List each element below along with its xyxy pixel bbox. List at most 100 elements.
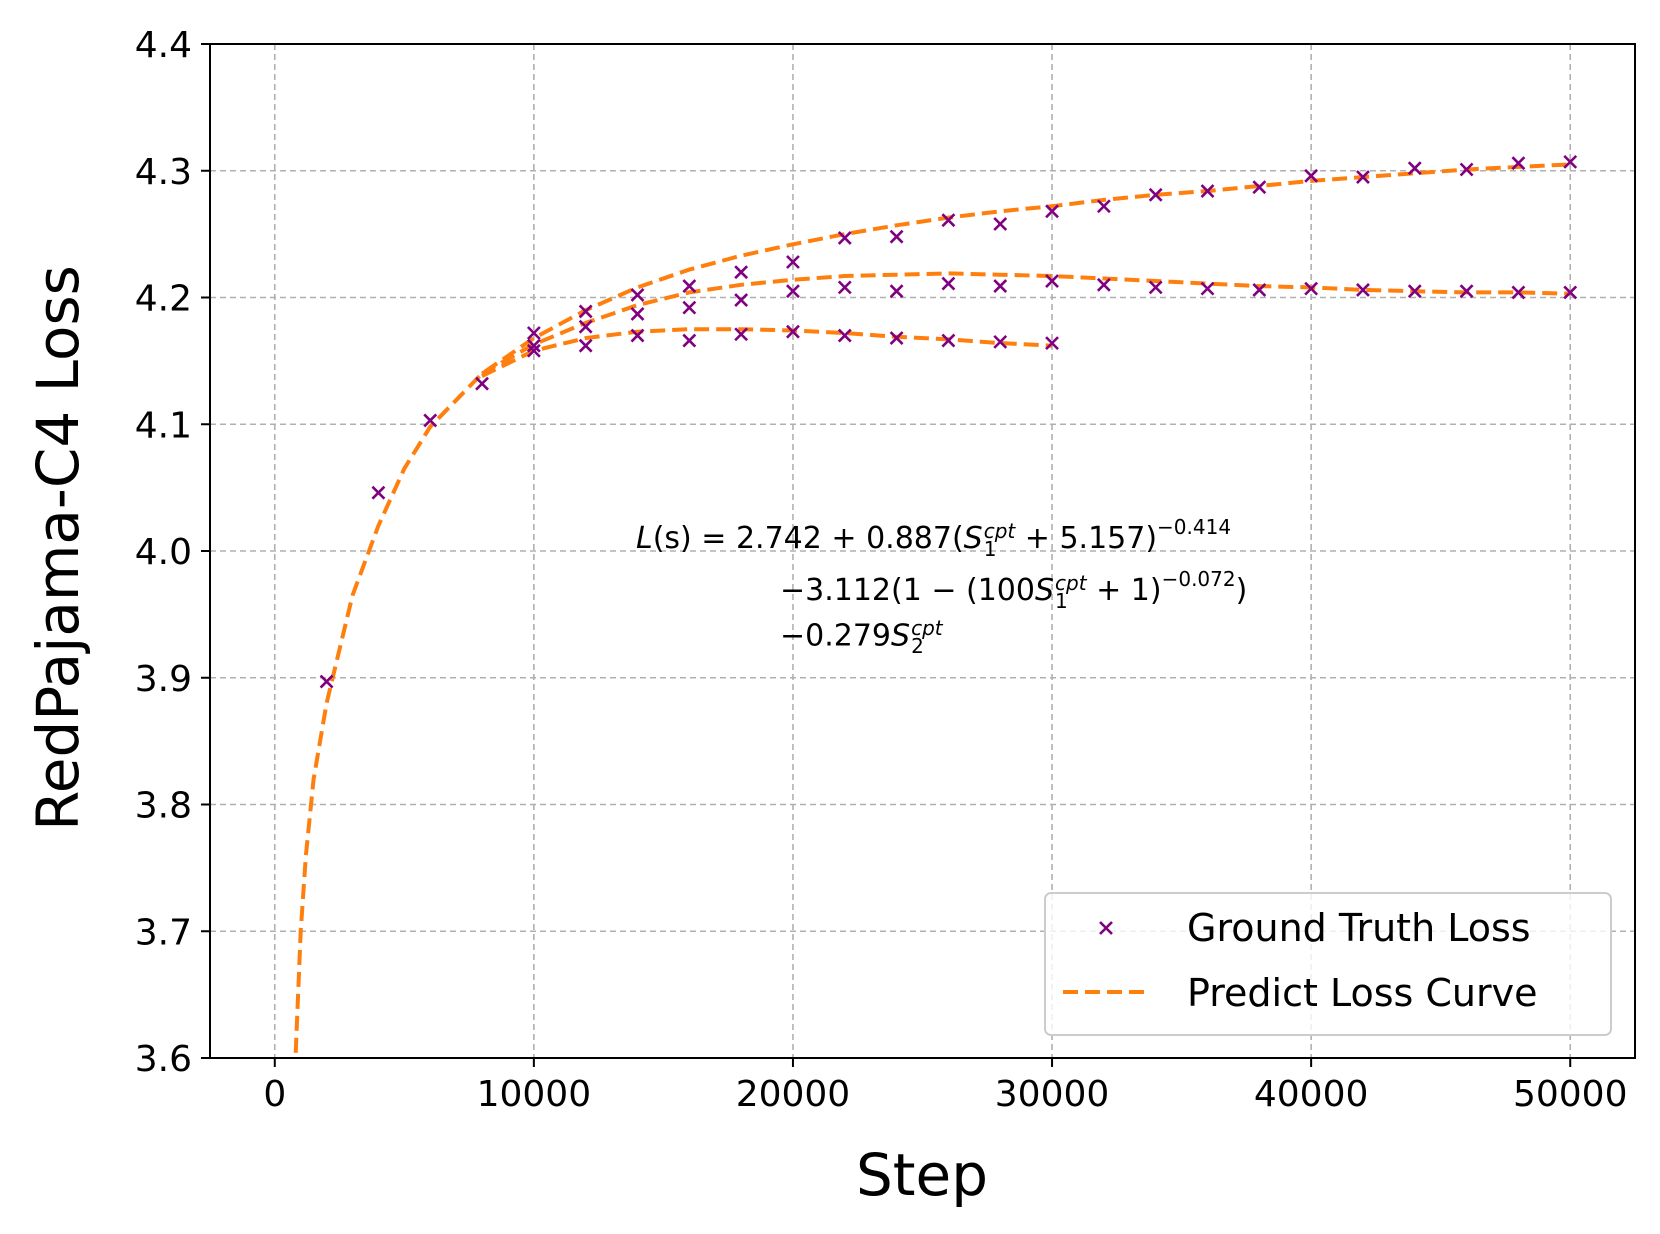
- formula-symbol: S: [891, 618, 911, 654]
- y-tick-label: 4.0: [135, 532, 192, 573]
- ground-truth-point: [1511, 156, 1526, 171]
- x-tick-label: 40000: [1254, 1074, 1369, 1115]
- y-tick-label: 3.6: [135, 1039, 192, 1080]
- y-tick-label: 4.3: [135, 152, 192, 193]
- predict-loss-curves: [293, 162, 1571, 1058]
- formula-part: + 5.157): [1015, 521, 1158, 556]
- ground-truth-point: [889, 331, 904, 345]
- formula-part: + 1): [1086, 573, 1162, 608]
- ground-truth-point: [1200, 281, 1215, 296]
- fit-formula-line-2: −3.112(1 − (100S cpt 1 + 1)−0.072): [780, 567, 1248, 613]
- ground-truth-point: [1252, 282, 1267, 297]
- ground-truth-point: [423, 413, 438, 428]
- ground-truth-point: [1045, 336, 1059, 351]
- formula-sup: cpt: [911, 616, 943, 640]
- ground-truth-point: [889, 229, 904, 244]
- ground-truth-point: [526, 326, 541, 340]
- ground-truth-point: [1252, 180, 1267, 195]
- ground-truth-point: [941, 333, 956, 348]
- formula-subsup: cpt 2: [911, 616, 943, 658]
- ground-truth-point: [837, 328, 852, 343]
- x-axis-ticks: 0 10000 20000 30000 40000 50000: [263, 1058, 1627, 1115]
- ground-truth-point: [526, 338, 541, 353]
- x-tick-label: 30000: [995, 1074, 1110, 1115]
- x-tick-label: 10000: [477, 1074, 592, 1115]
- ground-truth-point: [993, 217, 1008, 231]
- formula-part: = 2.742 + 0.887(: [691, 521, 964, 556]
- formula-subsup: cpt 1: [983, 518, 1016, 561]
- ground-truth-point: [1356, 170, 1370, 185]
- y-tick-label: 3.7: [135, 912, 192, 953]
- ground-truth-point: [1407, 161, 1422, 176]
- ground-truth-point: [786, 324, 800, 339]
- ground-truth-point: [734, 327, 749, 342]
- x-tick-label: 50000: [1513, 1074, 1628, 1115]
- ground-truth-point: [1563, 154, 1578, 169]
- ground-truth-point: [1356, 282, 1370, 297]
- ground-truth-point: [1096, 199, 1111, 214]
- formula-sup: cpt: [1055, 570, 1087, 595]
- ground-truth-point: [837, 231, 852, 245]
- ground-truth-point: [1148, 280, 1163, 295]
- formula-sub: 1: [983, 536, 997, 561]
- ground-truth-point: [1304, 168, 1319, 183]
- ground-truth-point: [1096, 277, 1111, 292]
- y-tick-label: 3.9: [135, 659, 192, 700]
- formula-subsup: cpt 1: [1055, 570, 1087, 613]
- y-tick-label: 3.8: [135, 786, 192, 827]
- y-tick-label: 4.4: [135, 25, 192, 66]
- ground-truth-point: [578, 319, 593, 334]
- ground-truth-point: [786, 284, 800, 299]
- formula-part: ): [1235, 573, 1248, 608]
- ground-truth-point: [630, 288, 645, 302]
- ground-truth-point: [475, 376, 489, 391]
- formula-symbol: S: [1035, 573, 1055, 608]
- legend-x-marker: [1099, 921, 1113, 935]
- ground-truth-point: [941, 213, 956, 228]
- formula-part: −0.279: [780, 618, 892, 654]
- legend-ground-truth-marker: [1099, 921, 1113, 935]
- ground-truth-point: [837, 280, 852, 295]
- ground-truth-points: [319, 154, 1578, 689]
- ground-truth-point: [682, 333, 697, 348]
- ground-truth-point: [630, 307, 645, 321]
- y-tick-label: 4.2: [135, 279, 192, 320]
- formula-exponent: −0.072: [1161, 567, 1236, 591]
- ground-truth-point: [578, 304, 593, 319]
- ground-truth-point: [1563, 285, 1578, 300]
- ground-truth-point: [1407, 284, 1422, 299]
- ground-truth-point: [993, 334, 1008, 349]
- ground-truth-point: [1304, 281, 1319, 296]
- ground-truth-point: [682, 279, 697, 294]
- ground-truth-point: [526, 343, 541, 358]
- ground-truth-point: [630, 328, 645, 343]
- fit-formula-line-3: −0.279S cpt 2: [780, 616, 943, 658]
- x-tick-label: 20000: [736, 1074, 851, 1115]
- ground-truth-point: [319, 674, 334, 689]
- ground-truth-point: [371, 485, 386, 500]
- y-tick-label: 4.1: [135, 405, 192, 446]
- formula-part: −3.112(1 − (100: [780, 573, 1035, 608]
- legend-predict-label: Predict Loss Curve: [1187, 971, 1538, 1015]
- ground-truth-point: [1511, 285, 1526, 300]
- ground-truth-point: [941, 276, 956, 291]
- formula-sub: 2: [911, 634, 924, 658]
- predict-curve: [481, 271, 1571, 376]
- legend-box: [1044, 892, 1612, 1036]
- ground-truth-point: [1459, 162, 1474, 177]
- formula-sup: cpt: [983, 518, 1016, 543]
- ground-truth-point: [578, 338, 593, 353]
- ground-truth-point: [1148, 187, 1163, 202]
- fit-formula-line-1: L(s) = 2.742 + 0.887(S cpt 1 + 5.157)−0.41…: [636, 515, 1232, 561]
- y-axis-label: RedPajama-C4 Loss: [24, 265, 92, 831]
- ground-truth-point: [993, 279, 1008, 294]
- x-tick-label: 0: [263, 1074, 286, 1115]
- ground-truth-point: [1200, 184, 1215, 198]
- y-axis-ticks: 3.6 3.7 3.8 3.9 4.0 4.1 4.2 4.3 4.4: [135, 25, 210, 1080]
- formula-exponent: −0.414: [1157, 515, 1232, 539]
- formula-sub: 1: [1055, 588, 1068, 613]
- ground-truth-point: [1459, 284, 1474, 299]
- x-axis-label: Step: [856, 1141, 988, 1209]
- ground-truth-point: [786, 255, 800, 269]
